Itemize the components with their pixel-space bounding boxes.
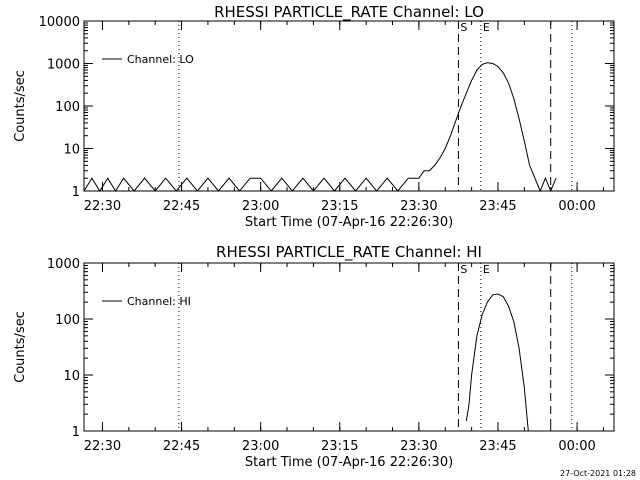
y-tick-label: 10000 [39,15,80,30]
chart-title: RHESSI PARTICLE_RATE Channel: HI [216,243,482,262]
x-tick-label: 23:30 [400,439,437,454]
y-tick-label: 1 [72,425,80,440]
x-tick-label: 23:15 [321,199,358,214]
y-tick-label: 10 [63,369,80,384]
y-tick-label: 10 [63,143,80,158]
x-tick-label: 23:45 [479,439,516,454]
marker-label: S [460,21,467,34]
chart-panel-hi: RHESSI PARTICLE_RATE Channel: HI Counts/… [13,243,615,470]
x-tick-label: 00:00 [558,439,595,454]
y-tick-label: 1000 [47,58,80,73]
x-tick-label: 22:30 [84,439,121,454]
chart-title: RHESSI PARTICLE_RATE Channel: LO [214,3,484,22]
x-tick-label: 23:30 [400,199,437,214]
timestamp: 27-Oct-2021 01:28 [560,469,636,478]
x-tick-label: 22:45 [163,439,200,454]
marker-label: E [483,263,490,276]
x-tick-label: 22:45 [163,199,200,214]
series-line [83,62,557,193]
x-tick-label: 23:00 [242,199,279,214]
y-tick-label: 100 [55,100,80,115]
y-axis-label: Counts/sec [13,70,28,142]
y-tick-label: 1000 [47,257,80,272]
legend-entry: Channel: LO [127,53,194,66]
x-tick-label: 00:00 [558,199,595,214]
chart-panel-lo: RHESSI PARTICLE_RATE Channel: LO Counts/… [13,3,615,230]
y-tick-label: 1 [72,185,80,200]
plot-frame [83,20,615,192]
series-line [465,293,529,432]
x-axis-label: Start Time (07-Apr-16 22:26:30) [245,455,453,470]
marker-label: S [460,263,467,276]
plot-frame [83,262,615,432]
x-tick-label: 23:00 [242,439,279,454]
x-tick-label: 22:30 [84,199,121,214]
x-tick-label: 23:15 [321,439,358,454]
y-tick-label: 100 [55,313,80,328]
legend-entry: Channel: HI [127,295,191,308]
x-axis-label: Start Time (07-Apr-16 22:26:30) [245,215,453,230]
x-tick-label: 23:45 [479,199,516,214]
y-axis-label: Counts/sec [13,311,28,383]
marker-label: E [483,21,490,34]
